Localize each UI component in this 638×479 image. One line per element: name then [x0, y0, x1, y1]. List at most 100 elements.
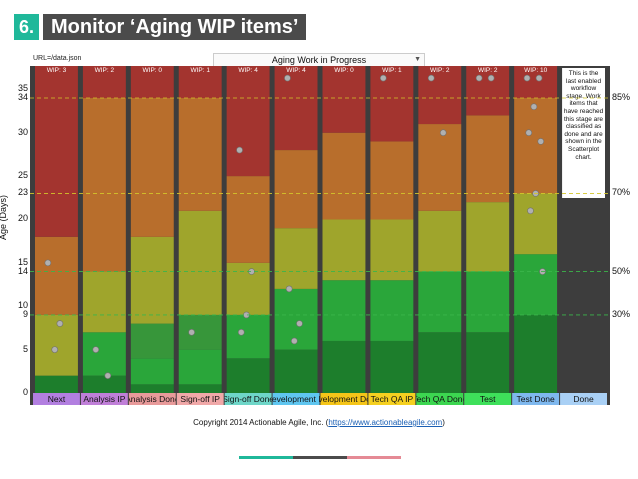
- slide-number: 6.: [14, 14, 40, 40]
- decorative-bar-2: [293, 456, 347, 459]
- age-band: [226, 358, 270, 393]
- chevron-down-icon[interactable]: ▼: [414, 56, 421, 63]
- stage-label: Done: [573, 394, 594, 404]
- age-band: [82, 271, 126, 333]
- age-band: [82, 332, 126, 376]
- age-band: [322, 280, 366, 341]
- slide-heading: Monitor ‘Aging WIP items’: [43, 14, 307, 40]
- work-item-dot: [530, 103, 538, 111]
- percentile-label: 30%: [612, 308, 631, 319]
- stage-label-bg: [512, 393, 560, 405]
- age-band: [178, 210, 222, 315]
- stage-column: Test WIP: 2: [464, 66, 512, 405]
- done-note-text: This is the last enabled workflow stage.…: [563, 70, 604, 161]
- wip-label: WIP: 3: [47, 67, 67, 74]
- stage-label: Test Done: [516, 394, 555, 404]
- y-tick-label: 25: [17, 170, 28, 181]
- stage-column: Test Done WIP: 10: [512, 66, 560, 405]
- age-band: [370, 219, 414, 281]
- stage-label-bg: [560, 393, 607, 405]
- age-band: [130, 358, 174, 385]
- y-axis-label: Age (Days): [0, 194, 8, 240]
- copyright-text: Copyright 2014 Actionable Agile, Inc. (: [193, 418, 329, 427]
- stage-column: Next WIP: 3: [33, 66, 80, 405]
- age-band: [418, 124, 462, 211]
- age-band: [178, 98, 222, 211]
- age-band-cap: [322, 66, 366, 72]
- y-tick-label: 0: [22, 387, 28, 397]
- wip-label: WIP: 2: [430, 67, 450, 74]
- work-item-dot: [535, 74, 543, 82]
- stage-label-bg: [80, 393, 128, 405]
- age-band: [466, 202, 510, 272]
- age-band: [82, 375, 126, 393]
- wip-label: WIP: 0: [143, 67, 163, 74]
- age-band: [322, 340, 366, 393]
- work-item-dot: [475, 74, 483, 82]
- age-band: [35, 314, 78, 376]
- age-band: [514, 72, 558, 99]
- stage-column: Analysis Done WIP: 0: [125, 66, 180, 405]
- age-band-cap: [35, 66, 78, 72]
- done-note-box: [562, 68, 605, 198]
- work-item-dot: [56, 320, 64, 327]
- age-band-cap: [418, 66, 462, 72]
- age-band: [514, 314, 558, 393]
- age-band: [418, 210, 462, 272]
- view-selector[interactable]: Aging Work in Progress ▼: [213, 53, 425, 67]
- percentile-label: 50%: [612, 265, 631, 276]
- age-band: [274, 72, 318, 151]
- stage-column: Sign-off IP WIP: 1: [176, 66, 224, 405]
- stage-label-bg: [272, 393, 320, 405]
- age-band: [35, 236, 78, 315]
- work-item-dot: [379, 74, 387, 82]
- age-band: [322, 72, 366, 133]
- age-band: [370, 72, 414, 142]
- age-band: [178, 349, 222, 385]
- work-item-dot: [44, 259, 52, 267]
- stage-label: Tech QA IP: [371, 394, 414, 404]
- age-band: [226, 262, 270, 315]
- age-band: [322, 132, 366, 220]
- age-band: [178, 384, 222, 393]
- age-band-cap: [130, 66, 174, 72]
- work-item-dot: [439, 129, 447, 137]
- wip-label: WIP: 2: [95, 67, 115, 74]
- stage-label: Test: [480, 394, 496, 404]
- work-item-dot: [236, 146, 243, 154]
- y-tick-label: 10: [17, 300, 28, 311]
- y-tick-label: 9: [22, 308, 28, 319]
- work-item-dot: [237, 328, 245, 336]
- stage-label: Tech QA Done: [412, 394, 467, 404]
- url-label: URL=/data.json: [33, 55, 82, 62]
- age-band: [466, 271, 510, 333]
- y-tick-label: 14: [17, 265, 28, 276]
- age-band: [35, 72, 78, 237]
- slide-title: 6. Monitor ‘Aging WIP items’: [14, 14, 307, 40]
- age-band-cap: [274, 66, 318, 72]
- age-band: [418, 271, 462, 333]
- stage-column: Analysis IP WIP: 2: [80, 66, 128, 405]
- age-band: [322, 219, 366, 281]
- y-tick-label: 35: [17, 83, 28, 94]
- view-selector-value: Aging Work in Progress: [271, 55, 367, 65]
- work-item-dot: [427, 74, 435, 82]
- age-band: [274, 150, 318, 229]
- stage-label: Analysis Done: [125, 394, 180, 404]
- age-band: [130, 72, 174, 99]
- stage-label: Next: [48, 394, 66, 404]
- stage-label-bg: [176, 393, 224, 405]
- age-band: [514, 193, 558, 255]
- copyright-link[interactable]: https://www.actionableagile.com: [328, 418, 443, 427]
- y-tick-label: 5: [22, 343, 28, 354]
- work-item-dot: [188, 328, 195, 336]
- age-band: [370, 141, 414, 220]
- work-item-dot: [104, 372, 112, 379]
- work-item-dot: [51, 346, 59, 353]
- stage-label-bg: [320, 393, 368, 405]
- stage-label: Sign-off IP: [180, 394, 220, 404]
- age-band: [178, 314, 222, 350]
- work-item-dot: [291, 337, 298, 345]
- work-item-dot: [284, 74, 291, 82]
- work-item-dot: [92, 346, 100, 353]
